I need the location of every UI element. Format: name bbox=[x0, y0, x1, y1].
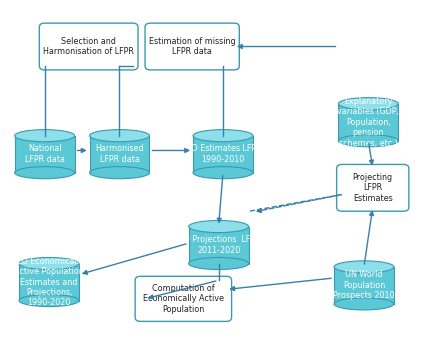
Ellipse shape bbox=[339, 135, 398, 147]
FancyBboxPatch shape bbox=[145, 23, 240, 70]
Text: Selection and
Harmonisation of LFPR: Selection and Harmonisation of LFPR bbox=[43, 37, 134, 56]
Text: Estimation of missing
LFPR data: Estimation of missing LFPR data bbox=[149, 37, 235, 56]
Ellipse shape bbox=[339, 98, 398, 110]
Ellipse shape bbox=[193, 167, 253, 179]
Ellipse shape bbox=[189, 221, 248, 233]
Bar bbox=[334, 267, 394, 304]
Bar bbox=[339, 104, 398, 141]
Text: National
LFPR data: National LFPR data bbox=[25, 144, 65, 164]
Bar bbox=[19, 264, 79, 301]
Ellipse shape bbox=[15, 130, 74, 142]
FancyBboxPatch shape bbox=[337, 165, 409, 211]
Text: UN World
Population
Prospects 2010: UN World Population Prospects 2010 bbox=[333, 271, 395, 300]
Bar bbox=[189, 226, 248, 264]
Ellipse shape bbox=[19, 294, 79, 306]
Ellipse shape bbox=[19, 258, 79, 269]
FancyBboxPatch shape bbox=[39, 23, 138, 70]
Ellipse shape bbox=[193, 130, 253, 142]
Bar bbox=[90, 136, 149, 173]
Text: ILO Economically
Active Population
Estimates and
Projections,
1990-2020: ILO Economically Active Population Estim… bbox=[14, 257, 84, 307]
Bar bbox=[15, 136, 74, 173]
Text: Explanatory
variables (GDP,
Population,
pension
schemes, etc.): Explanatory variables (GDP, Population, … bbox=[338, 97, 399, 147]
Ellipse shape bbox=[189, 258, 248, 269]
Ellipse shape bbox=[90, 130, 149, 142]
FancyBboxPatch shape bbox=[135, 276, 231, 321]
Text: ILO Estimates LFPR
1990-2010: ILO Estimates LFPR 1990-2010 bbox=[185, 144, 261, 164]
Text: Harmonised
LFPR data: Harmonised LFPR data bbox=[95, 144, 144, 164]
Ellipse shape bbox=[15, 167, 74, 179]
Bar bbox=[193, 136, 253, 173]
Text: Projecting
LFPR
Estimates: Projecting LFPR Estimates bbox=[353, 173, 393, 203]
Text: ILO Projections  LFPR
2011-2020: ILO Projections LFPR 2011-2020 bbox=[177, 235, 260, 255]
Ellipse shape bbox=[90, 167, 149, 179]
Text: Computation of
Economically Active
Population: Computation of Economically Active Popul… bbox=[143, 284, 224, 314]
Ellipse shape bbox=[334, 261, 394, 273]
Ellipse shape bbox=[334, 298, 394, 310]
